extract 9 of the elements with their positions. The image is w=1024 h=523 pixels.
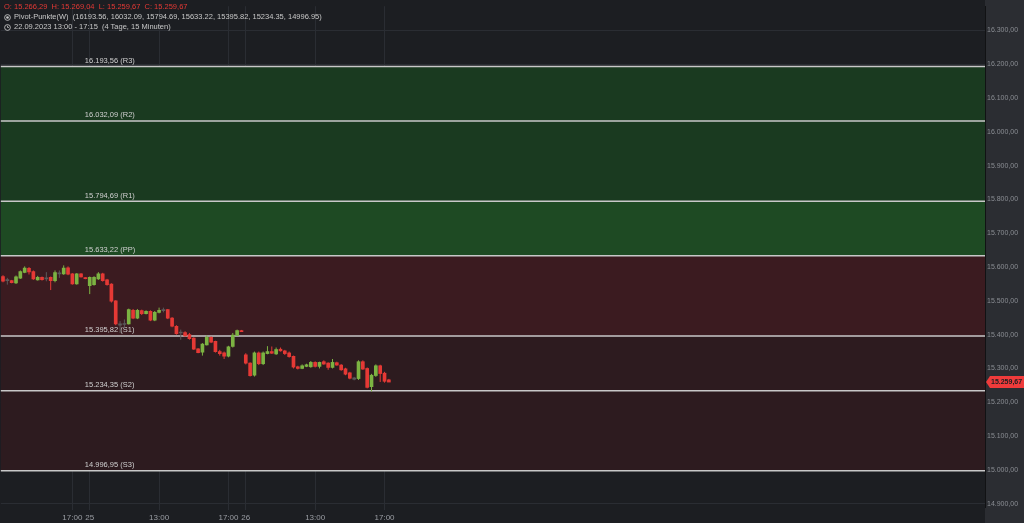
x-tick-label: 13:00 (149, 513, 170, 522)
x-tick-label: 13:00 (305, 513, 326, 522)
x-tick-label: 17:00 (374, 513, 396, 522)
x-tick-label: 17:00 (62, 513, 83, 522)
candlestick (27, 266, 31, 276)
x-tick-label: 17:00 (218, 513, 239, 522)
x-tick-label: 25 (85, 513, 95, 522)
x-tick-label: 26 (241, 513, 251, 522)
candlestick (118, 320, 122, 334)
